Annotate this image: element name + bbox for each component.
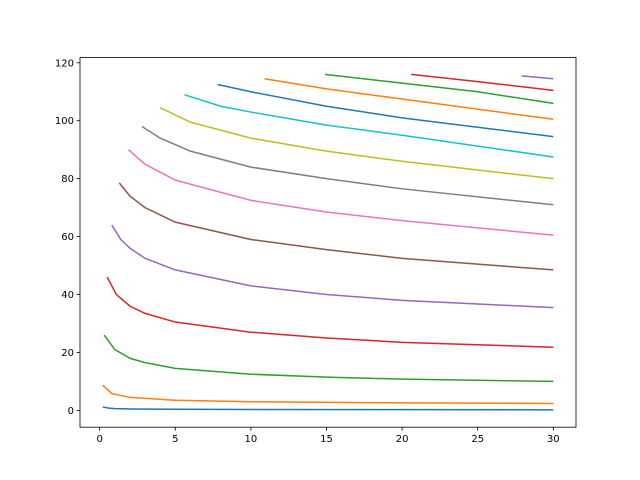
series-line bbox=[127, 149, 554, 236]
y-tick-label: 0 bbox=[68, 406, 74, 417]
series-line bbox=[217, 83, 554, 138]
x-tick-label: 20 bbox=[396, 434, 409, 445]
x-tick-label: 0 bbox=[96, 434, 102, 445]
y-tick-label: 20 bbox=[61, 348, 74, 359]
series-line bbox=[102, 384, 554, 405]
series-line bbox=[102, 406, 554, 411]
series-line bbox=[103, 334, 554, 383]
x-tick-label: 25 bbox=[471, 434, 484, 445]
y-tick-label: 80 bbox=[61, 174, 74, 185]
x-tick-label: 30 bbox=[547, 434, 560, 445]
series-line bbox=[184, 93, 554, 158]
series-line bbox=[118, 182, 554, 271]
y-tick-label: 40 bbox=[61, 290, 74, 301]
y-tick-label: 100 bbox=[55, 116, 74, 127]
plot-area bbox=[102, 73, 554, 411]
series-line bbox=[411, 73, 554, 92]
series-line bbox=[324, 73, 554, 105]
axes-frame bbox=[79, 57, 577, 428]
x-tick-label: 15 bbox=[320, 434, 333, 445]
series-line bbox=[141, 125, 554, 206]
x-tick-label: 5 bbox=[172, 434, 178, 445]
series-line bbox=[111, 224, 554, 309]
x-tick-label: 10 bbox=[245, 434, 258, 445]
series-line bbox=[159, 107, 554, 180]
series-line bbox=[521, 75, 554, 80]
y-tick-label: 60 bbox=[61, 232, 74, 243]
y-tick-label: 120 bbox=[55, 58, 74, 69]
series-line bbox=[264, 78, 554, 121]
series-line bbox=[106, 276, 554, 349]
